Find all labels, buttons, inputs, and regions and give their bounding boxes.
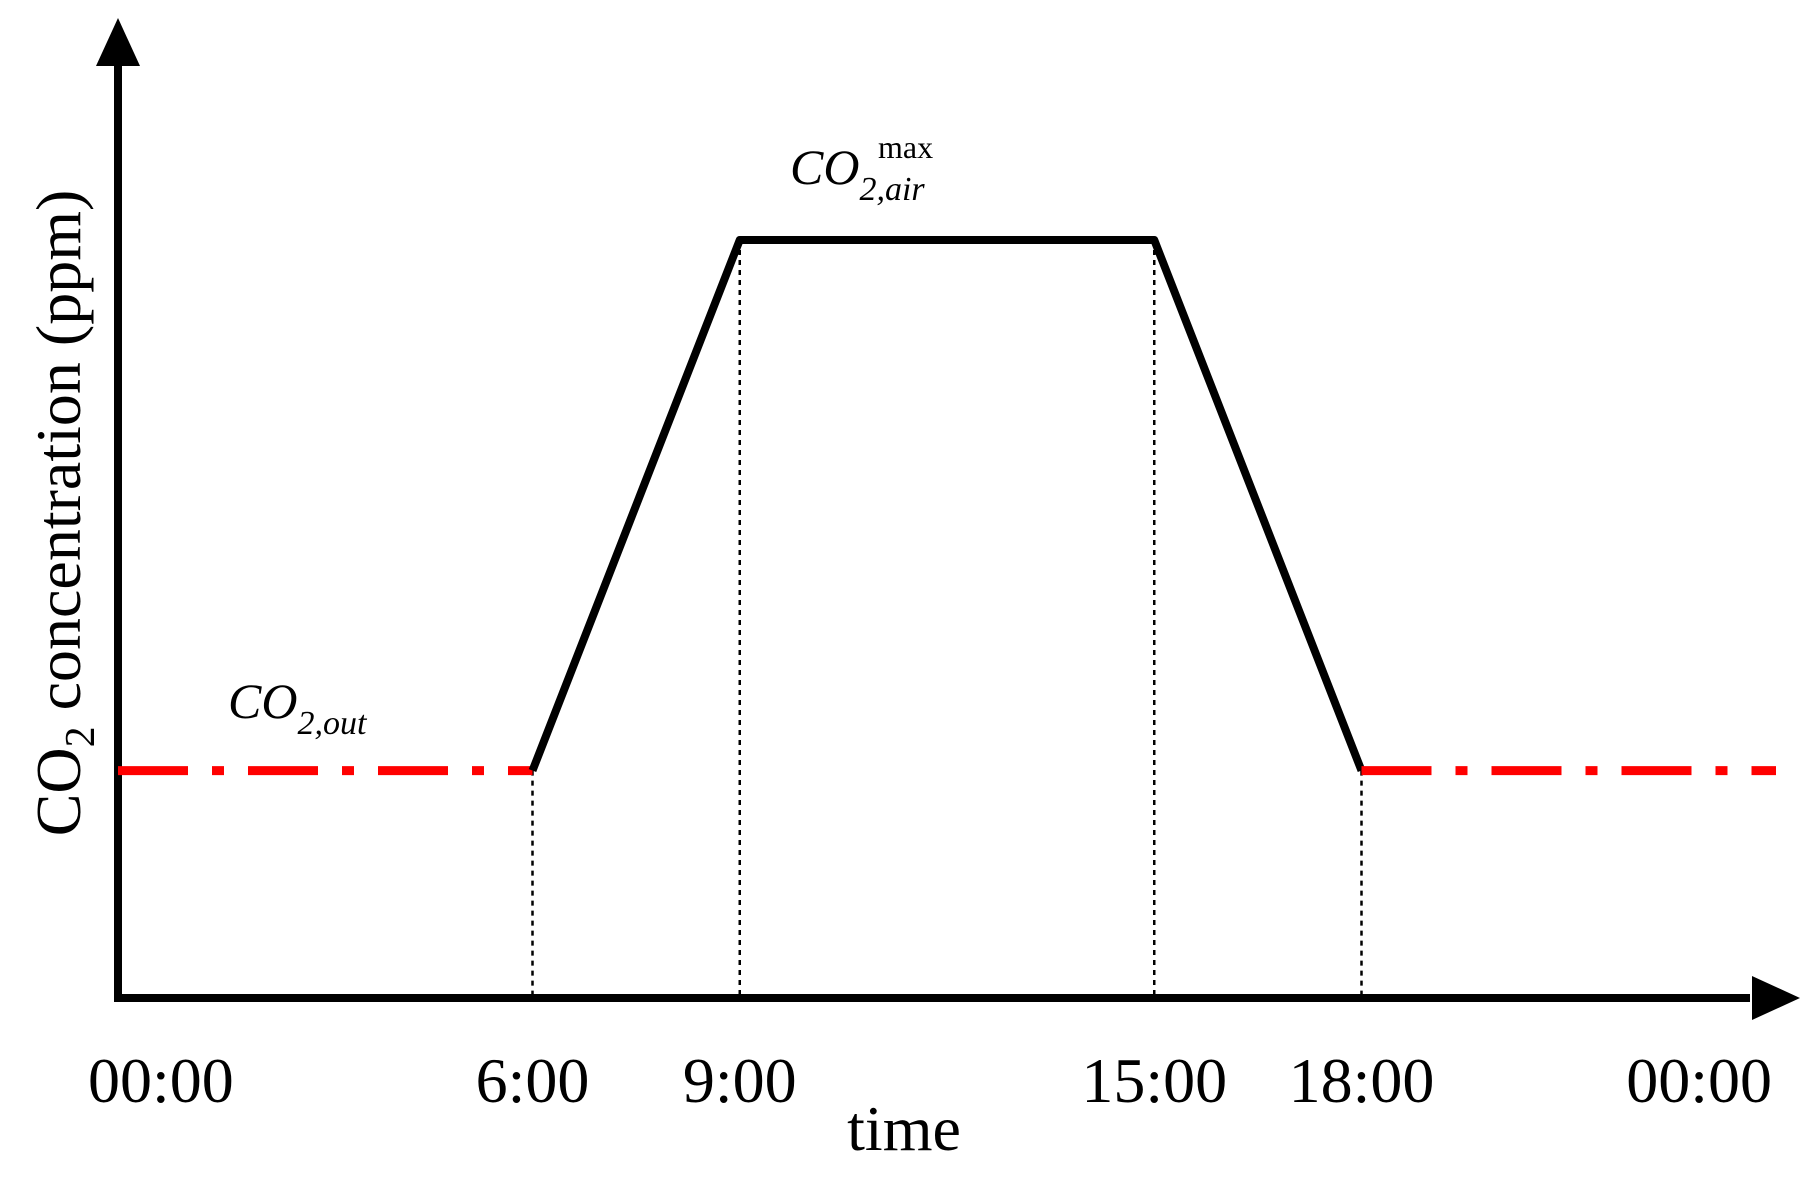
y-axis-title: CO2 concentration (ppm) — [23, 190, 104, 837]
series-line-indoor — [528, 236, 1366, 773]
x-tick-label: 00:00 — [88, 1045, 234, 1116]
y-axis-title-prefix: CO — [23, 747, 94, 836]
annotation-co2-out: CO2,out — [228, 673, 368, 742]
x-tick-label: 6:00 — [476, 1045, 590, 1116]
annotation-co2-air-max-base: CO — [790, 139, 859, 195]
annotation-co2-air-max-superscript: max — [878, 129, 933, 165]
annotation-co2-air-max: CO2,air — [790, 139, 925, 208]
y-axis-title-subscript: 2 — [58, 726, 104, 747]
x-tick-label: 9:00 — [683, 1045, 797, 1116]
x-tick-label: 18:00 — [1289, 1045, 1435, 1116]
x-axis-title: time — [847, 1093, 961, 1164]
annotation-co2-out-base: CO — [228, 673, 297, 729]
x-axis-arrowhead — [1752, 976, 1800, 1020]
series-layer — [118, 236, 1776, 776]
x-tick-label: 00:00 — [1626, 1045, 1772, 1116]
annotation-co2-out-subscript: 2,out — [297, 705, 368, 742]
annotation-co2-air-max-subscript: 2,air — [859, 171, 925, 208]
x-tick-label: 15:00 — [1081, 1045, 1227, 1116]
guide-lines — [531, 240, 1363, 998]
y-axis-title-suffix: concentration (ppm) — [23, 190, 94, 727]
x-tick-labels: 00:00 6:00 9:00 15:00 18:00 00:00 — [88, 1045, 1772, 1116]
y-axis-arrowhead — [96, 18, 140, 66]
